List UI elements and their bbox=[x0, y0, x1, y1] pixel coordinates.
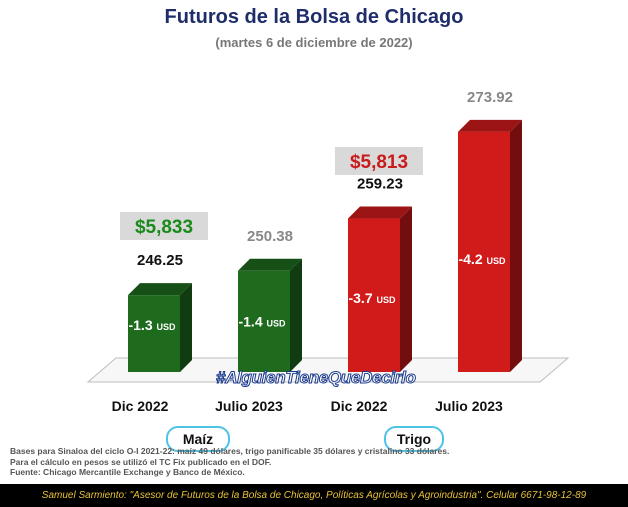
peso-price-box bbox=[335, 147, 423, 175]
bar bbox=[238, 270, 290, 372]
bar-side bbox=[180, 283, 192, 372]
hashtag-watermark: #AlguienTieneQueDecirlo bbox=[216, 368, 417, 388]
value-label: 273.92 bbox=[467, 89, 513, 106]
change-label: -3.7 USD bbox=[348, 290, 396, 306]
bar-top bbox=[128, 283, 192, 296]
bar-side bbox=[290, 258, 302, 372]
chart-subtitle: (martes 6 de diciembre de 2022) bbox=[215, 35, 413, 50]
bar bbox=[458, 131, 510, 372]
bar-top bbox=[348, 206, 412, 219]
peso-price-label: $5,833 bbox=[135, 217, 193, 238]
footnote-line: Para el cálculo en pesos se utilizó el T… bbox=[10, 456, 272, 467]
chart-title: Futuros de la Bolsa de Chicago bbox=[164, 6, 464, 28]
value-label: 246.25 bbox=[137, 252, 183, 269]
group-label-maiz: Maíz bbox=[166, 426, 230, 452]
bar bbox=[128, 295, 180, 372]
bar-top bbox=[458, 119, 522, 132]
bar-chart: -1.3 USD 246.25 -1.4 USD 250.38 -3.7 USD 259.… bbox=[86, 89, 570, 383]
footnote-line: Fuente: Chicago Mercantile Exchange y Ba… bbox=[10, 467, 245, 477]
bar-side bbox=[510, 119, 522, 372]
category-label: Julio 2023 bbox=[435, 398, 503, 414]
peso-price-label: $5,813 bbox=[350, 152, 408, 173]
change-label: -1.4 USD bbox=[238, 313, 286, 329]
bar-top bbox=[238, 258, 302, 271]
category-label: Julio 2023 bbox=[215, 398, 283, 414]
chart-floor bbox=[86, 357, 570, 383]
value-label: 250.38 bbox=[247, 228, 293, 245]
footnotes: Bases para Sinaloa del ciclo O-I 2021-22… bbox=[10, 446, 622, 478]
footnote-line: Bases para Sinaloa del ciclo O-I 2021-22… bbox=[10, 446, 450, 456]
bar bbox=[348, 218, 400, 372]
peso-price-box bbox=[120, 212, 208, 240]
change-label: -1.3 USD bbox=[128, 317, 176, 333]
value-label: 259.23 bbox=[357, 176, 403, 193]
category-label: Dic 2022 bbox=[111, 398, 169, 414]
group-label-trigo: Trigo bbox=[384, 426, 444, 452]
bar-side bbox=[400, 206, 412, 372]
change-label: -4.2 USD bbox=[458, 251, 506, 267]
category-label: Dic 2022 bbox=[330, 398, 388, 414]
author-footer: Samuel Sarmiento: "Asesor de Futuros de … bbox=[0, 484, 628, 507]
